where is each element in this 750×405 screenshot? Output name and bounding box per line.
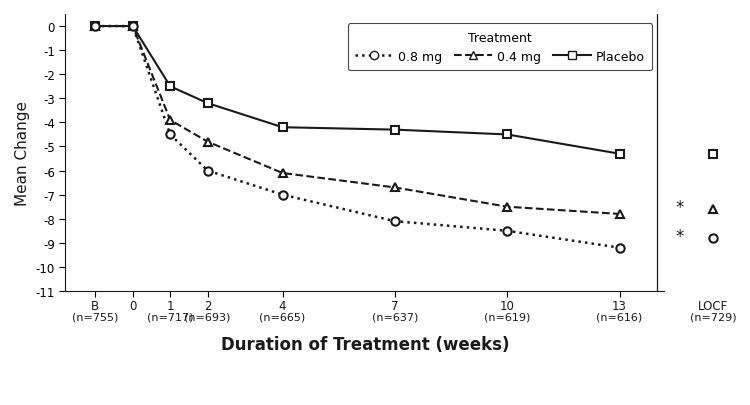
Text: 2: 2 <box>204 300 212 313</box>
Text: B: B <box>92 300 99 313</box>
Text: (n=755): (n=755) <box>72 312 118 322</box>
Text: (n=717): (n=717) <box>147 312 194 322</box>
Text: 1: 1 <box>166 300 174 313</box>
Text: (n=665): (n=665) <box>260 312 306 322</box>
Text: *: * <box>675 227 684 245</box>
Text: 13: 13 <box>612 300 627 313</box>
Text: (n=619): (n=619) <box>484 312 530 322</box>
Text: (n=693): (n=693) <box>184 312 231 322</box>
Y-axis label: Mean Change: Mean Change <box>15 101 30 205</box>
Text: LOCF: LOCF <box>698 300 728 313</box>
X-axis label: Duration of Treatment (weeks): Duration of Treatment (weeks) <box>220 336 509 354</box>
Legend: 0.8 mg, 0.4 mg, Placebo: 0.8 mg, 0.4 mg, Placebo <box>347 24 652 71</box>
Text: *: * <box>675 198 684 216</box>
Text: 7: 7 <box>391 300 398 313</box>
Text: (n=616): (n=616) <box>596 312 643 322</box>
Text: (n=729): (n=729) <box>690 312 736 322</box>
Text: 10: 10 <box>500 300 514 313</box>
Text: 4: 4 <box>279 300 286 313</box>
Text: 0: 0 <box>129 300 136 313</box>
Text: (n=637): (n=637) <box>372 312 418 322</box>
